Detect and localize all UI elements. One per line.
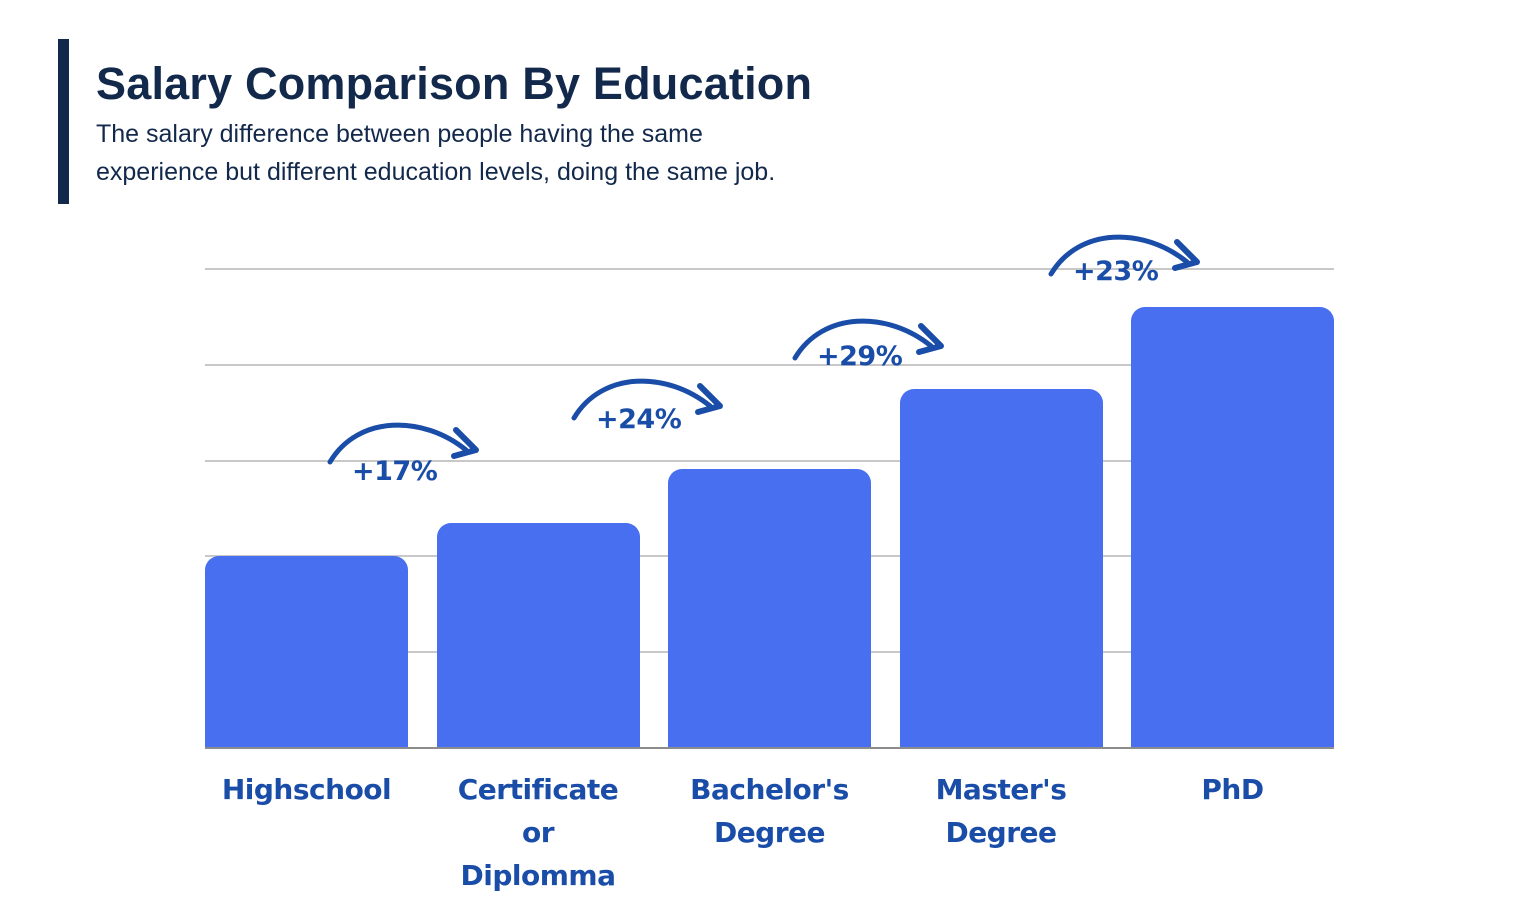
x-axis-label-line: or <box>521 816 555 849</box>
x-axis-baseline <box>205 747 1334 749</box>
x-axis-label-line: Degree <box>945 816 1057 849</box>
x-axis-label: PhD <box>1118 768 1348 811</box>
subtitle-line-1: The salary difference between people hav… <box>96 120 703 148</box>
growth-percentage-label: +23% <box>1073 256 1159 287</box>
x-axis-label-line: Bachelor's <box>690 773 849 806</box>
curved-arrow-icon <box>1048 234 1200 277</box>
x-axis-label: Bachelor's Degree <box>655 768 885 854</box>
title-accent-bar <box>58 39 69 204</box>
gridline <box>205 268 1334 270</box>
bar <box>1131 307 1334 748</box>
gridline <box>205 460 1334 462</box>
bar <box>436 523 640 748</box>
x-axis-label-line: Master's <box>935 773 1067 806</box>
growth-percentage-label: +17% <box>352 456 438 487</box>
growth-percentage-label: +24% <box>596 404 682 435</box>
x-axis-label-line: PhD <box>1201 773 1264 806</box>
curved-arrow-icon <box>327 422 479 465</box>
curved-arrow-icon <box>792 318 944 361</box>
subtitle-line-2: experience but different education level… <box>96 158 776 186</box>
growth-percentage-label: +29% <box>817 341 903 372</box>
x-axis-label-line: Degree <box>713 816 826 849</box>
x-axis-label: Certificate or Diplomma <box>423 768 653 897</box>
bar <box>899 388 1103 748</box>
x-axis-label: Highschool <box>192 768 422 811</box>
gridline <box>205 364 1334 366</box>
x-axis-label-line: Highschool <box>221 773 392 806</box>
bar <box>668 468 871 748</box>
x-axis-label-line: Certificate <box>457 773 619 806</box>
x-axis-label: Master's Degree <box>886 768 1116 854</box>
chart-subtitle: The salary difference between people hav… <box>96 115 916 191</box>
bar <box>205 556 408 748</box>
curved-arrow-icon <box>571 378 723 421</box>
x-axis-label-line: Diplomma <box>460 859 616 892</box>
chart-title: Salary Comparison By Education <box>96 58 813 109</box>
